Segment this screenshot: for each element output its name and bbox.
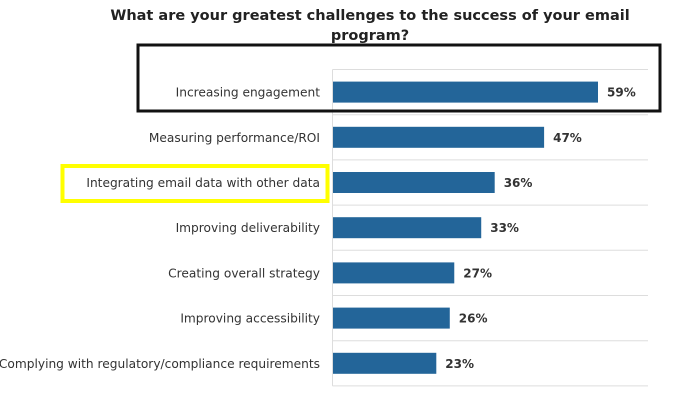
category-label: Creating overall strategy: [168, 266, 320, 280]
data-label: 33%: [490, 221, 519, 235]
category-label: Improving accessibility: [180, 312, 320, 326]
category-label: Increasing engagement: [176, 86, 321, 100]
data-label: 27%: [463, 266, 492, 280]
category-label: Complying with regulatory/compliance req…: [0, 357, 320, 371]
bar: [333, 352, 437, 374]
bar: [333, 126, 545, 148]
bar: [333, 217, 482, 239]
data-label: 23%: [445, 357, 474, 371]
bar: [333, 172, 495, 193]
highlight-box-yellow: [60, 164, 330, 203]
bar: [333, 307, 450, 329]
data-label: 59%: [607, 86, 636, 100]
category-label: Improving deliverability: [176, 221, 320, 235]
chart-title-line-1: What are your greatest challenges to the…: [110, 8, 629, 24]
chart-title-line-2: program?: [331, 28, 409, 44]
bar: [333, 262, 455, 284]
category-label: Integrating email data with other data: [86, 176, 320, 190]
data-label: 36%: [504, 176, 533, 190]
bar: [333, 81, 598, 103]
category-label: Measuring performance/ROI: [149, 131, 320, 145]
data-label: 26%: [459, 312, 488, 326]
highlight-box-black: [136, 43, 662, 113]
data-label: 47%: [553, 131, 582, 145]
